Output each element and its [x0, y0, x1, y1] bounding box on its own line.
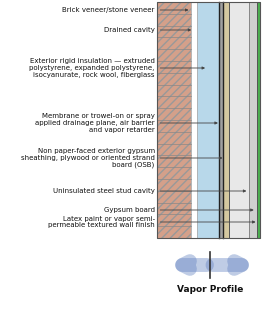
Text: Non paper-faced exterior gypsum
sheathing, plywood or oriented strand
board (OSB: Non paper-faced exterior gypsum sheathin… — [21, 148, 222, 168]
Text: Brick veneer/stone veneer: Brick veneer/stone veneer — [62, 7, 188, 13]
Text: Latex paint or vapor semi-
permeable textured wall finish: Latex paint or vapor semi- permeable tex… — [48, 215, 255, 228]
Text: Drained cavity: Drained cavity — [104, 27, 190, 33]
Bar — [157, 2, 191, 238]
Bar — [197, 2, 219, 238]
Bar — [249, 2, 257, 238]
Text: Gypsum board: Gypsum board — [104, 207, 253, 213]
Text: Exterior rigid insulation — extruded
polystyrene, expanded polystyrene,
isocyanu: Exterior rigid insulation — extruded pol… — [29, 58, 204, 78]
Bar — [191, 2, 197, 238]
Text: Uninsulated steel stud cavity: Uninsulated steel stud cavity — [53, 188, 246, 194]
Text: Vapor Profile: Vapor Profile — [176, 285, 243, 295]
Text: Membrane or trowel-on or spray
applied drainage plane, air barrier
and vapor ret: Membrane or trowel-on or spray applied d… — [35, 113, 217, 133]
Bar — [219, 2, 222, 238]
Bar — [222, 2, 229, 238]
Bar — [157, 2, 260, 238]
Bar — [257, 2, 260, 238]
Bar — [229, 2, 249, 238]
